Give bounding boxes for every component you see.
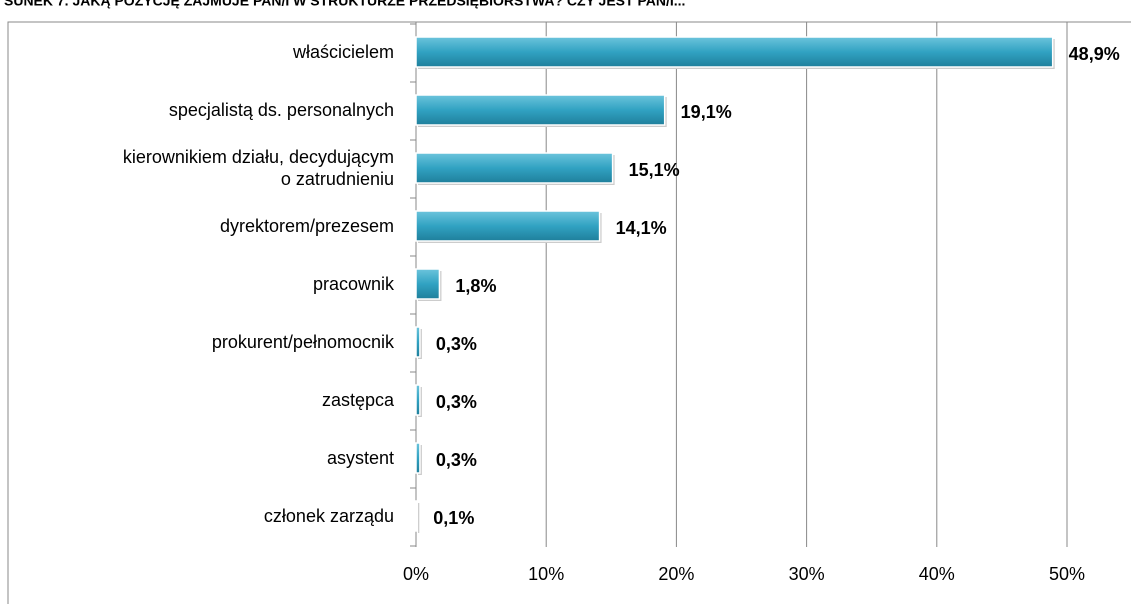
y-tick-label: członek zarządu: [264, 506, 394, 526]
x-tick-label: 10%: [528, 564, 564, 584]
bar: [415, 326, 421, 358]
value-label: 15,1%: [629, 160, 680, 180]
bar: [415, 94, 666, 126]
bar: [415, 152, 614, 184]
chart-title: SUNEK 7. JAKĄ POZYCJĘ ZAJMUJE PAN/I W ST…: [4, 0, 685, 9]
y-tick-label: specjalistą ds. personalnych: [169, 100, 394, 120]
bar: [415, 500, 419, 532]
bar-shadow: [418, 503, 420, 533]
x-tick-label: 0%: [403, 564, 429, 584]
value-label: 0,3%: [436, 450, 477, 470]
value-label: 0,3%: [436, 392, 477, 412]
value-label: 0,1%: [433, 508, 474, 528]
bar: [415, 268, 441, 300]
bar: [415, 36, 1054, 68]
chart-frame: [7, 21, 1131, 604]
y-tick-label: prokurent/pełnomocnik: [212, 332, 395, 352]
y-tick-label: asystent: [327, 448, 394, 468]
value-label: 14,1%: [616, 218, 667, 238]
x-tick-label: 50%: [1049, 564, 1085, 584]
bar: [415, 384, 421, 416]
y-tick-label: kierownikiem działu, decydującym o zatrud…: [123, 147, 394, 189]
value-label: 0,3%: [436, 334, 477, 354]
bar: [415, 442, 421, 474]
value-label: 19,1%: [681, 102, 732, 122]
bar: [415, 210, 601, 242]
value-label: 48,9%: [1069, 44, 1120, 64]
y-tick-label: właścicielem: [292, 42, 394, 62]
value-label: 1,8%: [455, 276, 496, 296]
y-tick-label: pracownik: [313, 274, 395, 294]
y-tick-label: zastępca: [322, 390, 395, 410]
x-tick-label: 40%: [919, 564, 955, 584]
y-tick-label: dyrektorem/prezesem: [220, 216, 394, 236]
x-tick-label: 20%: [658, 564, 694, 584]
x-tick-label: 30%: [789, 564, 825, 584]
